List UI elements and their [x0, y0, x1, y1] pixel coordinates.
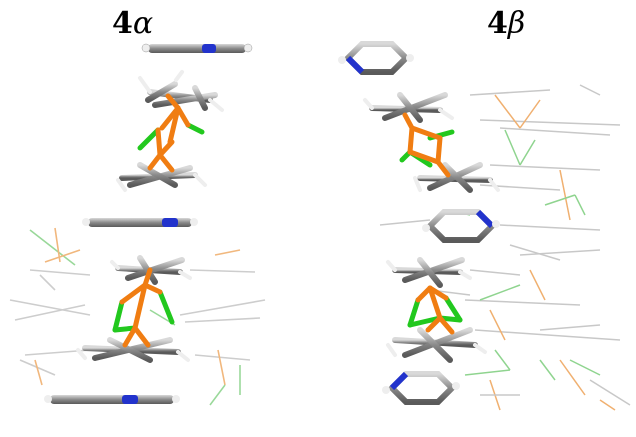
panel-label-4-beta: 4β	[487, 6, 525, 41]
pyridine-ring-top-beta	[338, 41, 414, 75]
fe-cl-dimer-top-beta	[363, 92, 500, 193]
panel-beta	[338, 41, 631, 411]
pyridine-ring-middle-alpha	[82, 218, 198, 227]
background-lattice-alpha	[9, 227, 266, 406]
polymorph-greek: α	[132, 6, 154, 41]
compound-number: 4	[487, 6, 508, 41]
pyridine-ring-middle-beta	[422, 209, 500, 243]
background-lattice-beta	[379, 84, 631, 411]
polymorph-greek: β	[507, 6, 526, 41]
fe-cl-dimer-bottom-beta	[386, 257, 487, 363]
fe-cl-dimer-bottom-alpha	[76, 255, 192, 363]
panel-label-4-alpha: 4α	[112, 6, 153, 41]
panel-alpha	[9, 43, 266, 406]
pyridine-ring-top-alpha	[141, 43, 253, 53]
fe-cl-dimer-top-alpha	[116, 70, 224, 192]
pyridine-ring-bottom-alpha	[44, 395, 180, 404]
compound-number: 4	[112, 6, 133, 41]
pyridine-ring-bottom-beta	[382, 371, 460, 405]
